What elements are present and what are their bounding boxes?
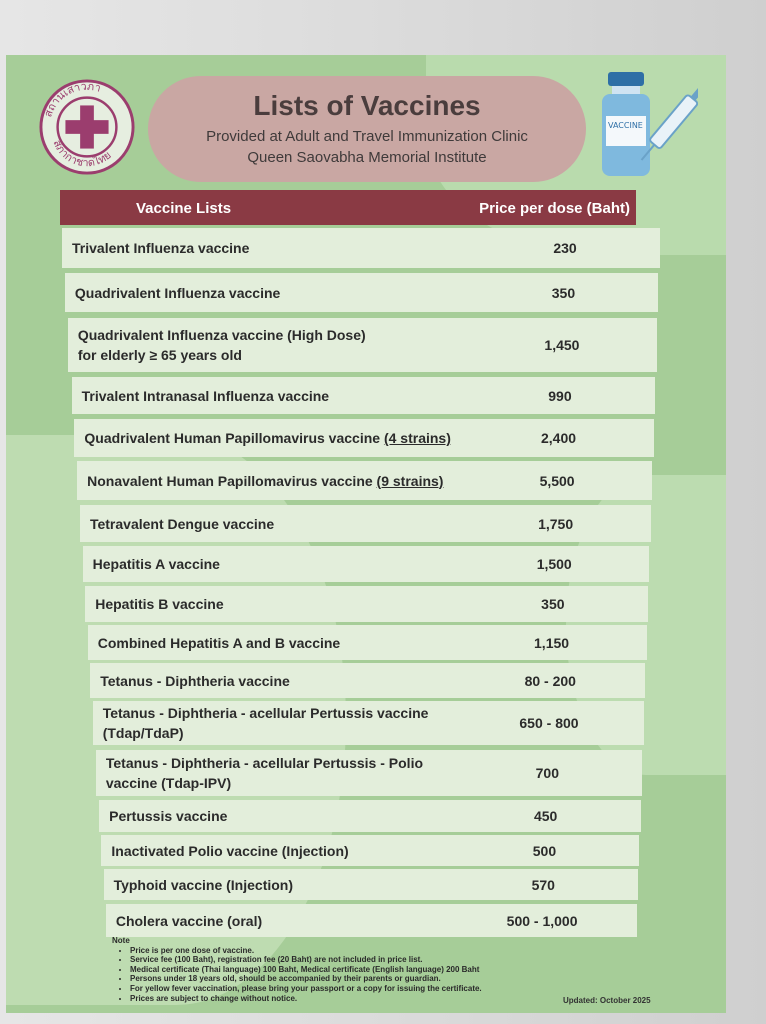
notes-section: Note Price is per one dose of vaccine.Se… <box>112 936 482 1003</box>
table-row: Hepatitis B vaccine 350 <box>85 586 648 622</box>
vaccine-vial-syringe-icon: VACCINE <box>602 72 698 176</box>
page-title: Lists of Vaccines <box>253 90 481 121</box>
table-row: Trivalent Intranasal Influenza vaccine 99… <box>71 377 655 414</box>
vaccine-price: 5,500 <box>539 472 575 489</box>
table-row: Quadrivalent Human Papillomavirus vaccin… <box>74 419 654 457</box>
vaccine-price: 80 - 200 <box>524 672 576 689</box>
vaccine-name: Typhoid vaccine (Injection) <box>113 876 294 893</box>
vaccine-price: 230 <box>553 240 577 256</box>
vaccine-name: Nonavalent Human Papillomavirus vaccine … <box>87 472 444 489</box>
table-row: Combined Hepatitis A and B vaccine 1,150 <box>87 625 647 660</box>
note-item: Medical certificate (Thai language) 100 … <box>130 965 482 975</box>
subtitle-clinic: Provided at Adult and Travel Immunizatio… <box>206 128 528 145</box>
title-banner: Lists of Vaccines Provided at Adult and … <box>148 76 586 182</box>
strains-label: (4 strains) <box>383 430 451 446</box>
note-title: Note <box>112 936 130 945</box>
vaccine-name: Hepatitis A vaccine <box>92 556 220 572</box>
column-header-price: Price per dose (Baht) <box>479 200 630 217</box>
vaccine-name: Cholera vaccine (oral) <box>115 912 263 929</box>
note-item: Persons under 18 years old, should be ac… <box>130 974 482 984</box>
strains-label: (9 strains) <box>376 472 444 489</box>
table-row: Pertussis vaccine 450 <box>99 800 641 832</box>
vaccine-name: Trivalent Intranasal Influenza vaccine <box>81 387 330 404</box>
vaccine-name: Tetanus - Diphtheria - acellular Pertuss… <box>102 705 429 741</box>
updated-date: Updated: October 2025 <box>563 996 651 1005</box>
vaccine-name: Pertussis vaccine <box>109 808 228 824</box>
vaccine-price: 500 <box>532 842 557 859</box>
vaccine-price: 1,450 <box>544 337 580 353</box>
note-item: For yellow fever vaccination, please bri… <box>130 984 482 994</box>
table-row: Quadrivalent Influenza vaccine (High Dos… <box>67 318 657 372</box>
table-row: Hepatitis A vaccine 1,500 <box>82 546 650 582</box>
vaccine-name: Tetanus - Diphtheria vaccine <box>100 672 290 689</box>
note-item: Price is per one dose of vaccine. <box>130 946 482 956</box>
table-row: Trivalent Influenza vaccine 230 <box>62 228 660 268</box>
vaccine-name: Hepatitis B vaccine <box>95 596 224 612</box>
vaccine-name: Quadrivalent Human Papillomavirus vaccin… <box>84 430 451 446</box>
subtitle-institute: Queen Saovabha Memorial Institute <box>247 149 487 166</box>
column-header-vaccine: Vaccine Lists <box>136 200 232 217</box>
table-header: Vaccine Lists Price per dose (Baht) <box>60 190 636 225</box>
vaccine-name: Tetanus - Diphtheria - acellular Pertuss… <box>105 755 424 791</box>
vaccine-price: 2,400 <box>541 430 577 446</box>
vaccine-price: 990 <box>548 387 572 404</box>
red-cross-seal-logo: สถานเสาวภา สภากาชาดไทย <box>39 79 135 175</box>
vaccine-price: 700 <box>535 765 559 781</box>
note-item: Prices are subject to change without not… <box>130 994 482 1004</box>
vaccine-price: 650 - 800 <box>519 715 579 731</box>
table-row: Quadrivalent Influenza vaccine 350 <box>64 273 659 312</box>
table-row: Tetanus - Diphtheria vaccine 80 - 200 <box>90 663 646 698</box>
vaccine-price: 1,150 <box>534 634 570 651</box>
vaccine-price: 450 <box>533 808 558 824</box>
table-row: Nonavalent Human Papillomavirus vaccine … <box>77 461 653 500</box>
note-item: Service fee (100 Baht), registration fee… <box>130 955 482 965</box>
vaccine-price: 1,750 <box>538 515 574 532</box>
vaccine-name: Trivalent Influenza vaccine <box>72 240 250 256</box>
svg-text:VACCINE: VACCINE <box>608 121 643 130</box>
vaccine-name: Inactivated Polio vaccine (Injection) <box>111 842 349 859</box>
vaccine-name: Quadrivalent Influenza vaccine <box>74 284 281 301</box>
vaccine-price: 500 - 1,000 <box>506 912 578 929</box>
vaccine-name: Combined Hepatitis A and B vaccine <box>97 634 341 651</box>
table-row: Cholera vaccine (oral) 500 - 1,000 <box>105 904 638 937</box>
vaccine-price: 350 <box>541 596 565 612</box>
vaccine-price: 1,500 <box>536 556 572 572</box>
table-row: Tetanus - Diphtheria - acellular Pertuss… <box>92 701 644 745</box>
table-row: Tetanus - Diphtheria - acellular Pertuss… <box>95 750 643 796</box>
vaccine-price: 570 <box>531 876 555 893</box>
table-row: Typhoid vaccine (Injection) 570 <box>103 869 639 900</box>
vaccine-name: Tetravalent Dengue vaccine <box>89 515 275 532</box>
vaccine-name: Quadrivalent Influenza vaccine (High Dos… <box>77 327 366 363</box>
table-row: Tetravalent Dengue vaccine 1,750 <box>79 505 651 542</box>
vaccine-price: 350 <box>551 284 576 301</box>
table-row: Inactivated Polio vaccine (Injection) 500 <box>101 835 640 866</box>
